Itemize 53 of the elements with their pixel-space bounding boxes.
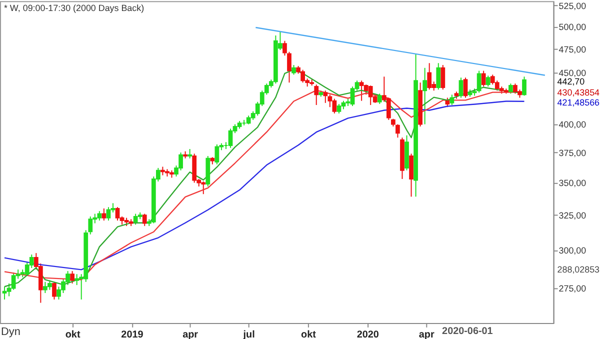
text: Dyn	[0, 326, 20, 338]
y-tick-label: 350,00	[558, 178, 586, 188]
candlestick	[74, 274, 80, 286]
candlestick	[436, 62, 441, 90]
y-tick-label: 500,00	[558, 22, 586, 32]
x-tick-label: okt	[65, 329, 81, 339]
x-tick-label: 2019	[121, 329, 144, 339]
candlestick	[214, 144, 220, 165]
y-tick-label: 450,00	[558, 68, 586, 78]
candlestick	[522, 76, 526, 96]
y-tick-label: 400,00	[558, 120, 586, 130]
text: 421,48566	[557, 97, 600, 108]
y-tick-label: 375,00	[558, 148, 586, 158]
candlestick	[440, 64, 446, 90]
candlestick	[106, 206, 111, 222]
text: 430,43854	[557, 87, 600, 98]
candlestick	[142, 213, 147, 227]
chart-title: * W, 09:00-17:30 (2000 Days Back)	[4, 3, 144, 14]
candlestick	[102, 208, 106, 222]
candlestick	[386, 97, 391, 120]
text: 288,02853	[557, 264, 600, 274]
candlestick	[292, 64, 296, 76]
candlestick	[228, 128, 233, 148]
candlestick	[328, 94, 332, 108]
y-tick-label: 475,00	[558, 44, 586, 55]
candlestick	[427, 62, 432, 90]
candlestick	[2, 286, 7, 300]
candlestick	[115, 206, 120, 222]
y-tick-label: 525,00	[558, 0, 586, 11]
candlestick	[481, 70, 486, 88]
candlestick	[377, 93, 382, 104]
y-tick-label: 275,00	[558, 284, 586, 294]
candlestick	[486, 75, 490, 88]
y-tick-label: 325,00	[558, 210, 586, 221]
candlestick	[52, 281, 56, 300]
text: 2020-06-01	[442, 326, 494, 337]
candlestick	[508, 83, 513, 94]
candlestick	[450, 94, 454, 106]
x-tick-label: 2020	[356, 329, 380, 339]
candlestick	[70, 270, 74, 284]
candlestick	[409, 153, 414, 198]
candlestick	[323, 90, 328, 104]
candlestick	[350, 86, 355, 107]
candlestick	[476, 70, 482, 94]
candlestick	[458, 77, 464, 98]
y-tick-label: 300,00	[558, 246, 586, 256]
candlestick	[188, 148, 192, 159]
x-tick-label: okt	[301, 329, 317, 339]
candlestick	[463, 77, 468, 98]
candlestick	[422, 67, 428, 125]
candlestick	[314, 84, 319, 106]
text: 442,70	[557, 76, 585, 87]
candlestick	[336, 103, 342, 114]
